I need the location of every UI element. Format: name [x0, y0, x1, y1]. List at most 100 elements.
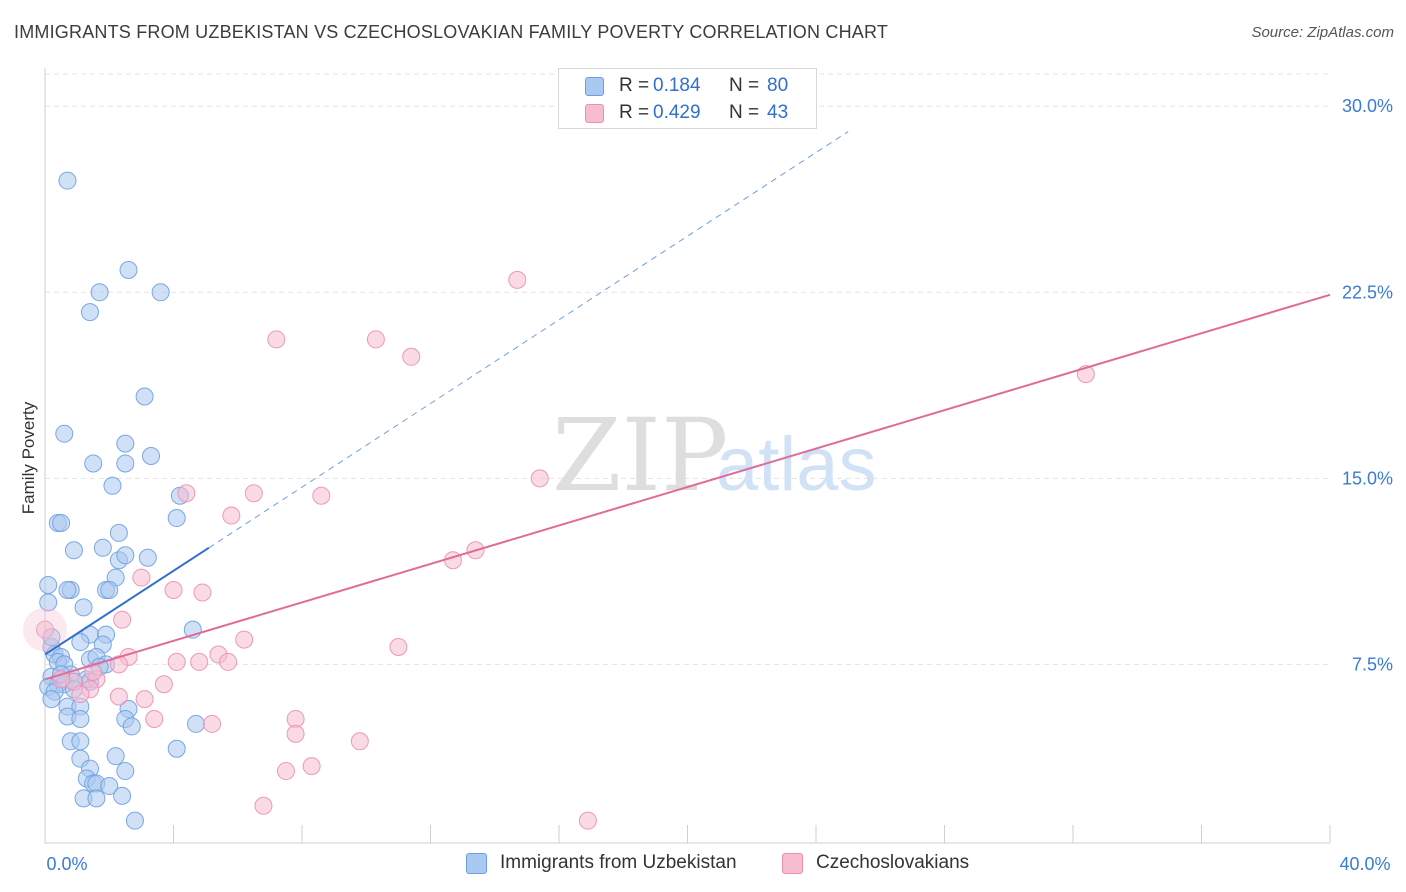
chart-title: IMMIGRANTS FROM UZBEKISTAN VS CZECHOSLOV…: [14, 22, 889, 42]
uzbekistan-point: [90, 283, 109, 302]
bottom-legend-swatch-czechoslovakians: [782, 853, 803, 874]
watermark-zip: ZIP: [552, 397, 728, 514]
czechoslovakian-point: [190, 652, 209, 671]
uzbekistan-point: [109, 523, 128, 542]
bottom-legend-label-czechoslovakians: Czechoslovakians: [816, 852, 970, 873]
uzbekistan-point: [39, 576, 58, 595]
czechoslovakian-point: [177, 484, 196, 503]
uzbekistan-point: [58, 171, 77, 190]
legend-swatch-uzbekistan: [585, 77, 604, 96]
uzbekistan-point: [116, 434, 135, 453]
y-tick-label: 15.0%: [1342, 468, 1393, 488]
uzbekistan-point: [58, 580, 77, 599]
uzbekistan-point: [167, 509, 186, 528]
legend-r-value: 0.429: [653, 102, 701, 123]
czechoslovakian-point: [113, 610, 132, 629]
y-tick-label: 30.0%: [1342, 96, 1393, 116]
czechoslovakian-point: [302, 757, 321, 776]
czechoslovakian-point: [203, 714, 222, 733]
czechoslovakian-point: [267, 330, 286, 349]
czechoslovakian-point: [109, 655, 128, 674]
czechoslovakian-point: [254, 796, 273, 815]
czechoslovakian-point: [222, 506, 241, 525]
y-tick-label: 22.5%: [1342, 282, 1393, 302]
legend-n-label: N =: [729, 75, 760, 96]
czechoslovakian-point: [578, 811, 597, 830]
uzbekistan-point: [52, 513, 71, 532]
czechoslovakian-point: [402, 347, 421, 366]
axes-layer: [44, 68, 1331, 844]
legend-n-value: 43: [767, 102, 789, 123]
legend-n-value: 80: [767, 75, 789, 96]
czechoslovakian-point: [71, 685, 90, 704]
czechoslovakian-point: [530, 469, 549, 488]
uzbekistan-point: [122, 717, 141, 736]
czechoslovakian-point: [219, 652, 238, 671]
uzbekistan-point: [116, 762, 135, 781]
grid-layer: [45, 73, 1330, 665]
uzbekistan-point: [116, 454, 135, 473]
czechoslovakian-cluster: [23, 607, 67, 652]
uzbekistan-point: [71, 633, 90, 652]
x-tick-label: 40.0%: [1339, 854, 1390, 874]
source-label: Source: ZipAtlas.com: [1251, 24, 1394, 41]
uzbekistan-trendline: [44, 546, 210, 656]
uzbekistan-point: [186, 714, 205, 733]
uzbekistan-point: [113, 786, 132, 805]
czechoslovakian-point: [193, 583, 212, 602]
legend-r-value: 0.184: [653, 75, 701, 96]
legend-r-label: R =: [619, 75, 650, 96]
uzbekistan-point: [167, 739, 186, 758]
uzbekistan-point: [42, 690, 61, 709]
labels-layer: 7.5% 15.0% 22.5% 30.0% 0.0% 40.0% Family Pover…: [19, 96, 1393, 874]
czechoslovakian-point: [109, 687, 128, 706]
czechoslovakian-trendline: [44, 293, 1331, 681]
uzbekistan-point: [87, 789, 106, 808]
czechoslovakian-point: [276, 762, 295, 781]
czechoslovakian-point: [366, 330, 385, 349]
uzbekistan-point: [142, 447, 161, 466]
uzbekistan-point: [84, 454, 103, 473]
czechoslovakian-point: [135, 690, 154, 709]
uzbekistan-point: [125, 811, 144, 830]
czechoslovakian-point: [145, 709, 164, 728]
bottom-legend-swatch-uzbekistan: [466, 853, 487, 874]
uzbekistan-point: [64, 541, 83, 560]
correlation-legend: R = 0.184 N = 80 R = 0.429 N = 43: [558, 68, 817, 129]
uzbekistan-point: [138, 548, 157, 567]
uzbekistan-point: [106, 747, 125, 766]
legend-swatch-czechoslovakians: [585, 104, 604, 123]
uzbekistan-point: [151, 283, 170, 302]
czechoslovakian-point: [443, 551, 462, 570]
bottom-legend-label-uzbekistan: Immigrants from Uzbekistan: [500, 852, 737, 873]
y-axis-title: Family Poverty: [19, 401, 38, 514]
uzbekistan-point: [80, 303, 99, 322]
czechoslovakian-point: [36, 620, 54, 639]
czechoslovakian-point: [164, 580, 183, 599]
points-layer: [23, 171, 1095, 830]
czechoslovakian-point: [84, 662, 103, 681]
watermark-atlas: atlas: [716, 422, 877, 507]
czechoslovakian-point: [286, 724, 305, 743]
czechoslovakian-point: [389, 638, 408, 657]
uzbekistan-point: [135, 387, 154, 406]
czechoslovakian-point: [244, 484, 263, 503]
y-tick-label: 7.5%: [1352, 654, 1393, 674]
uzbekistan-point: [116, 546, 135, 565]
trend-layer: [44, 131, 1331, 681]
czechoslovakian-point: [154, 675, 173, 694]
legend-n-label: N =: [729, 102, 760, 123]
czechoslovakian-point: [167, 652, 186, 671]
uzbekistan-point: [93, 538, 112, 557]
czechoslovakian-point: [312, 486, 331, 505]
uzbekistan-point: [55, 424, 74, 443]
czechoslovakian-point: [350, 732, 369, 751]
legend-r-label: R =: [619, 102, 650, 123]
uzbekistan-point: [74, 598, 93, 617]
uzbekistan-point: [100, 776, 119, 795]
uzbekistan-point: [103, 476, 122, 495]
uzbekistan-point: [71, 732, 90, 751]
czechoslovakian-point: [235, 630, 254, 649]
czechoslovakian-point: [132, 568, 151, 587]
